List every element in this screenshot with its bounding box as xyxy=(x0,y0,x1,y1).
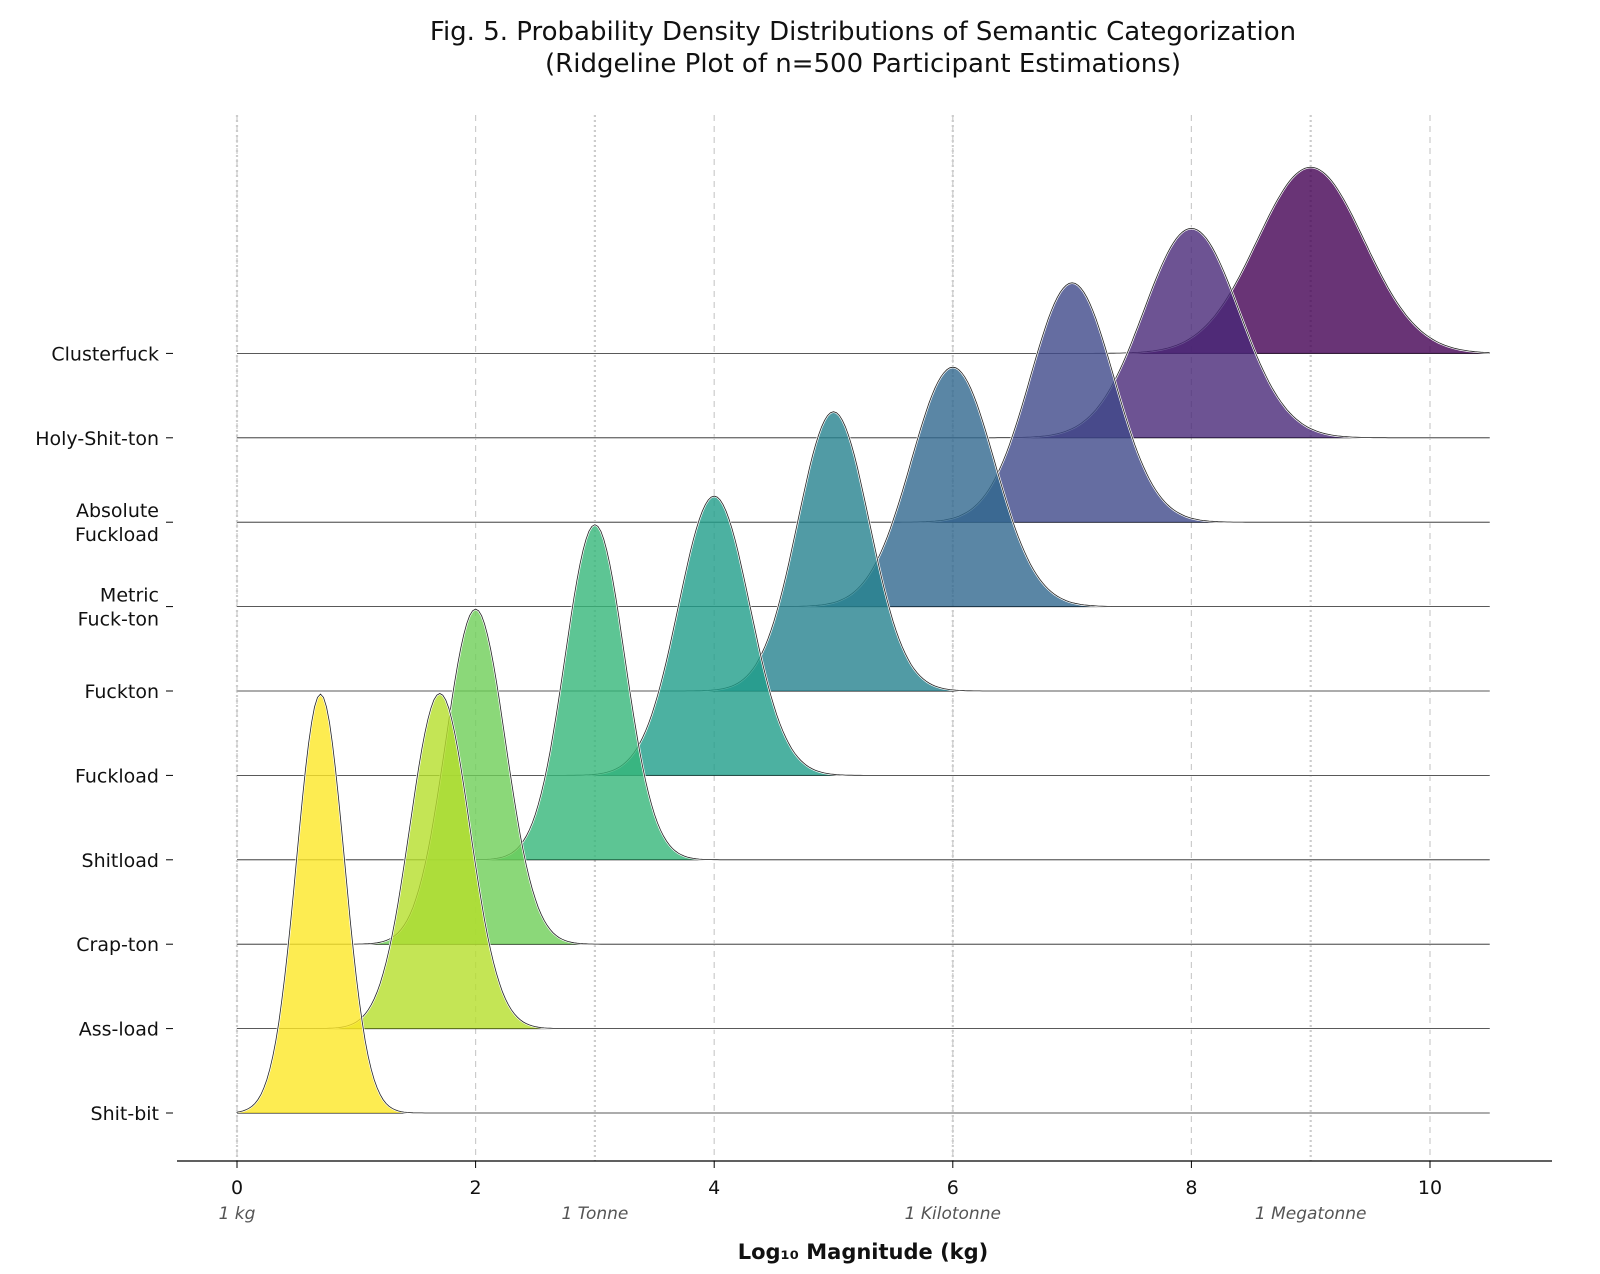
x-tick-label: 8 xyxy=(1185,1177,1197,1199)
x-tick-label: 10 xyxy=(1418,1177,1442,1199)
y-tick-label: Fuckton xyxy=(85,681,160,703)
x-axis: 0 2 4 6 8 10 xyxy=(177,1160,1552,1199)
y-tick-label: Ass-load xyxy=(79,1019,159,1041)
reference-label: 1 Megatonne xyxy=(1255,1204,1367,1224)
density-fill xyxy=(237,167,1490,354)
y-tick-label: Crap-ton xyxy=(76,934,159,956)
density-outline xyxy=(237,693,1490,1029)
density-fill xyxy=(237,609,1490,945)
density-fill xyxy=(237,693,1490,1029)
y-axis: ClusterfuckHoly-Shit-tonAbsoluteFuckload… xyxy=(35,343,173,1125)
chart-subtitle: (Ridgeline Plot of n=500 Participant Est… xyxy=(545,49,1181,79)
y-tick-label: Absolute xyxy=(76,500,159,522)
ridges xyxy=(235,166,1490,1115)
density-fill xyxy=(237,411,1490,691)
reference-label: 1 Kilotonne xyxy=(905,1204,1001,1224)
density-fill xyxy=(237,228,1490,438)
ridge-clusterfuck xyxy=(237,166,1490,355)
x-axis-label: Log₁₀ Magnitude (kg) xyxy=(738,1240,989,1264)
density-fill xyxy=(237,524,1490,860)
density-fill xyxy=(237,694,1490,1113)
y-tick-label: Metric xyxy=(100,585,159,607)
y-tick-label: Holy-Shit-ton xyxy=(35,428,159,450)
density-outline xyxy=(237,411,1490,692)
reference-label: 1 kg xyxy=(219,1204,256,1224)
density-outline xyxy=(237,227,1490,439)
ridge-fuckton xyxy=(237,410,1490,693)
y-tick-label: Fuckload xyxy=(75,765,159,787)
y-tick-label: Fuckload xyxy=(75,524,159,546)
y-tick-label: Shitload xyxy=(82,850,159,872)
x-tick-label: 4 xyxy=(708,1177,720,1199)
y-tick-label: Shit-bit xyxy=(91,1103,159,1125)
ridge-shit-bit xyxy=(235,692,1490,1115)
ridge-holy-shit-ton xyxy=(237,227,1490,439)
density-outline xyxy=(236,693,1490,1114)
reference-annotations: 1 kg 1 Tonne 1 Kilotonne 1 Megatonne xyxy=(219,1204,1367,1224)
reference-label: 1 Tonne xyxy=(561,1204,628,1224)
y-tick-label: Clusterfuck xyxy=(51,343,159,365)
y-tick-label: Fuck-ton xyxy=(78,609,159,631)
chart-title: Fig. 5. Probability Density Distribution… xyxy=(430,17,1296,47)
ridge-ass-load xyxy=(237,692,1490,1030)
x-tick-label: 2 xyxy=(470,1177,482,1199)
x-tick-label: 0 xyxy=(231,1177,243,1199)
density-outline xyxy=(237,166,1490,354)
x-tick-label: 6 xyxy=(947,1177,959,1199)
